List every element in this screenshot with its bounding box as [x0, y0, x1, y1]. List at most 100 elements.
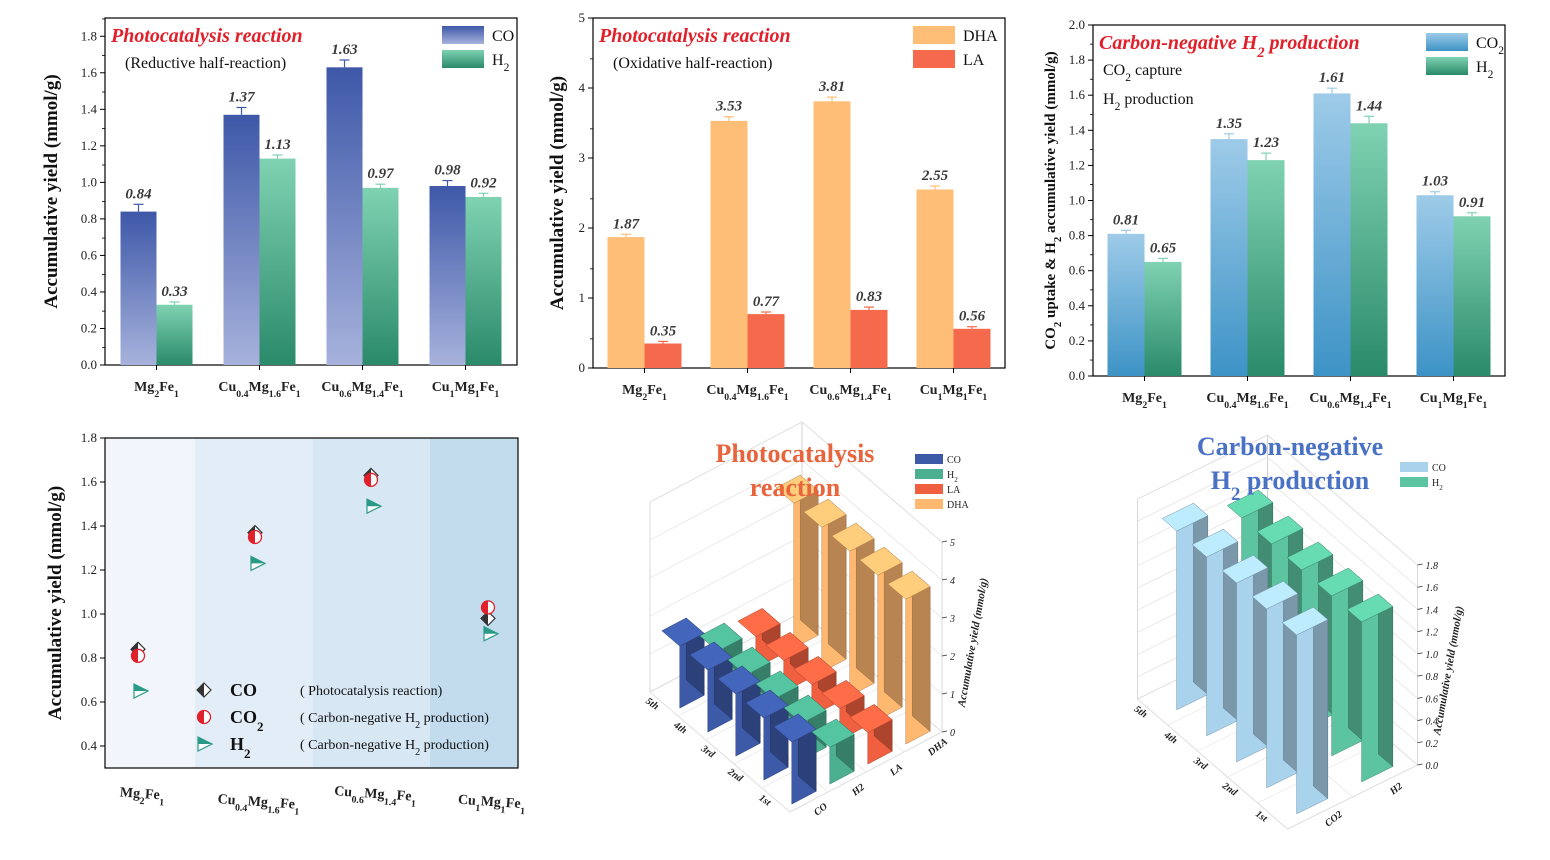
y-tick-label: 0.8: [81, 211, 97, 226]
legend-swatch: [915, 469, 943, 479]
bar3d-top: [793, 656, 837, 685]
bar: [1144, 261, 1182, 376]
bar: [710, 120, 748, 369]
y-tick-label: 1.0: [81, 174, 97, 189]
y-tick-label: 0.0: [81, 357, 97, 372]
marker-circle-fill: [248, 530, 255, 544]
bar: [644, 343, 682, 368]
y-tick-label: 1: [579, 290, 586, 305]
data-label: 0.35: [650, 323, 677, 339]
bar3d-side: [1253, 554, 1269, 748]
marker-circle-fill: [481, 600, 488, 614]
y-tick-label: 0.4: [81, 738, 98, 753]
y-tick-label: 0.8: [1069, 228, 1085, 243]
x-tick-label: Cu1Mg1Fe1: [432, 380, 500, 400]
marker-diamond-fill: [481, 611, 488, 626]
bar: [120, 211, 157, 365]
bar3d-top: [803, 498, 847, 528]
y-tick-label: 1.6: [81, 65, 98, 80]
marker-triangle-fill: [198, 737, 212, 744]
bar3d-top: [717, 665, 761, 695]
y-tick-label: 2: [579, 220, 586, 235]
bar3d-side: [1313, 606, 1329, 800]
x-tick-label: Cu0.4Mg1.6Fe1: [217, 792, 301, 817]
grid-line: [1287, 764, 1418, 830]
x-tick-label: Cu0.6Mg1.4Fe1: [809, 383, 891, 403]
bar: [850, 309, 888, 368]
bar3d-top: [689, 641, 733, 671]
bar: [223, 114, 260, 365]
z-tick: [941, 578, 948, 581]
legend-label: LA: [947, 485, 961, 496]
data-label: 0.98: [434, 163, 461, 179]
row-label: 2nd: [725, 766, 746, 785]
data-label: 0.77: [753, 294, 780, 310]
chart-p3: 0.0 0.2 0.4 0.6 0.8 1.0 1.2 1.4 1.6 1.8 2.0 Mg2Fe1 0…: [1043, 17, 1506, 411]
y-tick-label: 1.8: [81, 28, 97, 43]
y-tick-label: 0.0: [1069, 368, 1085, 383]
row-label: 4th: [1161, 729, 1179, 746]
marker-triangle-fill: [484, 626, 498, 634]
x-tick-label: Mg2Fe1: [622, 383, 667, 403]
bar3d-side: [827, 498, 847, 660]
y-tick-label: 1.8: [1069, 52, 1085, 67]
z-tick: [941, 692, 948, 695]
chart-note: H2 production: [1103, 91, 1194, 113]
data-label: 1.13: [264, 137, 291, 153]
legend-note: ( Photocatalysis reaction): [300, 684, 443, 699]
y-tick-label: 1.4: [81, 518, 98, 533]
data-label: 1.23: [1253, 135, 1280, 151]
data-label: 0.92: [470, 175, 497, 191]
y-tick-label: 1.6: [1069, 87, 1086, 102]
bar: [326, 67, 363, 366]
x-tick-label: Mg2Fe1: [119, 785, 165, 808]
grid-line: [1137, 698, 1288, 830]
legend-label: H2: [947, 470, 958, 484]
grid-line: [649, 459, 943, 581]
marker-triangle-fill: [134, 684, 148, 691]
x-tick-label: Mg2Fe1: [134, 380, 179, 400]
y-tick-label: 1.4: [81, 101, 98, 116]
y-tick-label: 1.4: [1069, 122, 1086, 137]
grid-line: [649, 421, 943, 543]
legend-label: CO: [492, 28, 514, 45]
z-tick-label: 5: [950, 538, 955, 549]
y-tick-label: 1.8: [81, 430, 97, 445]
y-tick-label: 5: [579, 10, 586, 25]
bar: [156, 304, 193, 365]
chart-title: H2 production: [1211, 466, 1370, 505]
legend-label: CO: [230, 680, 257, 700]
z-tick-label: 0.8: [1426, 672, 1439, 683]
data-label: 0.91: [1459, 195, 1485, 211]
z-tick: [1417, 652, 1423, 655]
legend-swatch: [1426, 33, 1468, 51]
plot-frame: [104, 17, 518, 366]
legend-swatch: [915, 499, 943, 509]
y-tick-label: 0.4: [1069, 298, 1086, 313]
legend-swatch: [442, 26, 484, 44]
legend-label: H2: [1476, 59, 1494, 81]
y-axis-label: Accumulative yield (mmol/g): [547, 76, 568, 310]
row-label: 3rd: [1191, 755, 1210, 773]
legend-swatch: [913, 50, 955, 68]
marker-circle-fill: [197, 710, 204, 724]
plot-frame: [104, 437, 519, 769]
z-tick: [941, 730, 948, 733]
x-tick-label: Cu0.4Mg1.6Fe1: [218, 380, 300, 400]
z-tick-label: 1.0: [1426, 650, 1439, 661]
marker-triangle-fill: [367, 499, 381, 507]
bar: [1453, 216, 1491, 376]
x-tick-label: Cu1Mg1Fe1: [1420, 391, 1488, 411]
x-tick-label: Cu1Mg1Fe1: [457, 793, 526, 817]
row-label: 5th: [1132, 704, 1150, 721]
z-tick: [1417, 719, 1423, 721]
legend-label: DHA: [947, 500, 969, 511]
bar: [607, 237, 645, 368]
y-axis-label: Accumulative yield (mmol/g): [45, 486, 66, 720]
chart-title: Photocatalysis reaction: [110, 25, 303, 47]
bar: [1313, 93, 1351, 376]
bar3d-side: [1378, 593, 1394, 768]
z-tick-label: 0.2: [1426, 739, 1439, 750]
chart-title: Photocatalysis: [716, 439, 875, 468]
